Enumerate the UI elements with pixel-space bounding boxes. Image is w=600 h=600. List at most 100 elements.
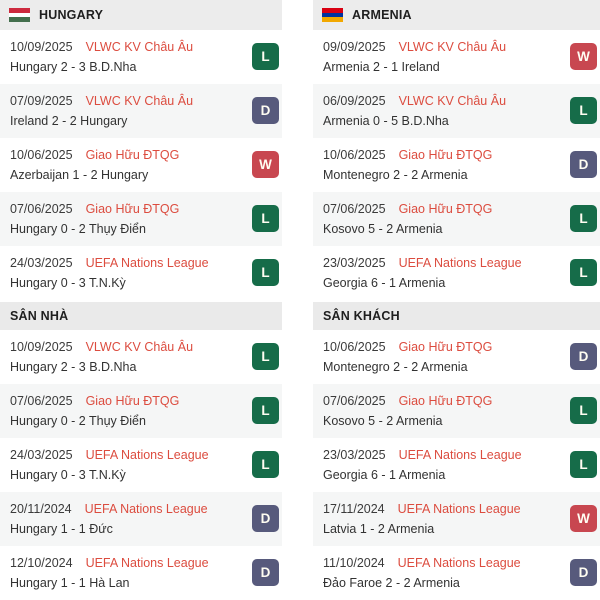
result-badge: L (252, 259, 279, 286)
team-header: HUNGARY (0, 0, 282, 30)
match-date: 12/10/2024 (10, 556, 73, 570)
match-row[interactable]: 10/06/2025 Giao Hữu ĐTQG Montenegro 2 - 2 … (313, 330, 600, 384)
result-badge: W (252, 151, 279, 178)
competition-link[interactable]: VLWC KV Châu Âu (85, 40, 194, 54)
match-row[interactable]: 20/11/2024 UEFA Nations League Hungary 1 -… (0, 492, 282, 546)
result-badge: W (570, 505, 597, 532)
match-date: 06/09/2025 (323, 94, 386, 108)
hungary-flag-icon (9, 8, 30, 23)
match-row[interactable]: 10/06/2025 Giao Hữu ĐTQG Montenegro 2 - 2 … (313, 138, 600, 192)
competition-link[interactable]: VLWC KV Châu Âu (85, 94, 194, 108)
match-meta: 10/06/2025 Giao Hữu ĐTQG (323, 338, 560, 357)
armenia-flag-icon (322, 8, 343, 23)
match-row[interactable]: 07/06/2025 Giao Hữu ĐTQG Kosovo 5 - 2 Arme… (313, 192, 600, 246)
competition-link[interactable]: Giao Hữu ĐTQG (85, 148, 180, 162)
result-badge: D (252, 559, 279, 586)
match-row[interactable]: 07/06/2025 Giao Hữu ĐTQG Kosovo 5 - 2 Arme… (313, 384, 600, 438)
match-date: 07/06/2025 (10, 394, 73, 408)
competition-link[interactable]: VLWC KV Châu Âu (85, 340, 194, 354)
result-badge: L (252, 43, 279, 70)
competition-link[interactable]: UEFA Nations League (85, 448, 209, 462)
competition-link[interactable]: UEFA Nations League (398, 448, 522, 462)
match-score: Hungary 1 - 1 Hà Lan (10, 576, 130, 590)
match-date: 23/03/2025 (323, 448, 386, 462)
match-date: 10/09/2025 (10, 40, 73, 54)
result-badge: L (252, 205, 279, 232)
match-meta: 24/03/2025 UEFA Nations League (10, 446, 242, 465)
match-row[interactable]: 11/10/2024 UEFA Nations League Đảo Faroe 2… (313, 546, 600, 600)
competition-link[interactable]: UEFA Nations League (85, 256, 209, 270)
result-badge: L (252, 343, 279, 370)
team-column-hungary: HUNGARY 10/09/2025 VLWC KV Châu Âu Hungary … (0, 0, 282, 600)
result-badge: L (570, 259, 597, 286)
match-date: 10/09/2025 (10, 340, 73, 354)
match-score: Montenegro 2 - 2 Armenia (323, 168, 468, 182)
match-meta: 10/09/2025 VLWC KV Châu Âu (10, 338, 242, 357)
result-badge: L (570, 397, 597, 424)
team-name: ARMENIA (352, 8, 412, 22)
match-row[interactable]: 10/09/2025 VLWC KV Châu Âu Hungary 2 - 3 B… (0, 30, 282, 84)
competition-link[interactable]: Giao Hữu ĐTQG (398, 148, 493, 162)
match-date: 23/03/2025 (323, 256, 386, 270)
match-meta: 12/10/2024 UEFA Nations League (10, 554, 242, 573)
match-row[interactable]: 07/09/2025 VLWC KV Châu Âu Ireland 2 - 2 H… (0, 84, 282, 138)
match-meta: 24/03/2025 UEFA Nations League (10, 254, 242, 273)
competition-link[interactable]: Giao Hữu ĐTQG (398, 202, 493, 216)
match-row[interactable]: 10/09/2025 VLWC KV Châu Âu Hungary 2 - 3 B… (0, 330, 282, 384)
match-row[interactable]: 24/03/2025 UEFA Nations League Hungary 0 -… (0, 438, 282, 492)
competition-link[interactable]: Giao Hữu ĐTQG (398, 340, 493, 354)
match-row[interactable]: 24/03/2025 UEFA Nations League Hungary 0 -… (0, 246, 282, 300)
match-meta: 10/06/2025 Giao Hữu ĐTQG (10, 146, 242, 165)
match-meta: 11/10/2024 UEFA Nations League (323, 554, 560, 573)
match-row[interactable]: 10/06/2025 Giao Hữu ĐTQG Azerbaijan 1 - 2 … (0, 138, 282, 192)
match-date: 17/11/2024 (323, 502, 385, 516)
competition-link[interactable]: UEFA Nations League (84, 502, 208, 516)
match-score: Armenia 0 - 5 B.D.Nha (323, 114, 449, 128)
match-date: 09/09/2025 (323, 40, 386, 54)
result-badge: D (252, 505, 279, 532)
match-meta: 17/11/2024 UEFA Nations League (323, 500, 560, 519)
flag-stripe (9, 12, 30, 18)
match-row[interactable]: 23/03/2025 UEFA Nations League Georgia 6 -… (313, 438, 600, 492)
match-row[interactable]: 17/11/2024 UEFA Nations League Latvia 1 - … (313, 492, 600, 546)
competition-link[interactable]: UEFA Nations League (397, 502, 521, 516)
competition-link[interactable]: Giao Hữu ĐTQG (85, 394, 180, 408)
result-badge: D (570, 151, 597, 178)
match-row[interactable]: 07/06/2025 Giao Hữu ĐTQG Hungary 0 - 2 Thụ… (0, 384, 282, 438)
match-meta: 06/09/2025 VLWC KV Châu Âu (323, 92, 560, 111)
match-date: 07/06/2025 (10, 202, 73, 216)
match-score: Montenegro 2 - 2 Armenia (323, 360, 468, 374)
section-title: SÂN KHÁCH (323, 309, 400, 323)
match-score: Latvia 1 - 2 Armenia (323, 522, 435, 536)
competition-link[interactable]: UEFA Nations League (398, 256, 522, 270)
match-score: Kosovo 5 - 2 Armenia (323, 414, 443, 428)
match-score: Hungary 2 - 3 B.D.Nha (10, 60, 137, 74)
competition-link[interactable]: Giao Hữu ĐTQG (398, 394, 493, 408)
competition-link[interactable]: VLWC KV Châu Âu (398, 94, 507, 108)
result-badge: L (570, 205, 597, 232)
match-date: 10/06/2025 (10, 148, 73, 162)
team-header: ARMENIA (313, 0, 600, 30)
competition-link[interactable]: Giao Hữu ĐTQG (85, 202, 180, 216)
match-score: Hungary 0 - 2 Thụy Điển (10, 414, 146, 428)
match-meta: 23/03/2025 UEFA Nations League (323, 446, 560, 465)
result-badge: L (252, 451, 279, 478)
competition-link[interactable]: VLWC KV Châu Âu (398, 40, 507, 54)
competition-link[interactable]: UEFA Nations League (397, 556, 521, 570)
match-score: Georgia 6 - 1 Armenia (323, 468, 446, 482)
match-row[interactable]: 07/06/2025 Giao Hữu ĐTQG Hungary 0 - 2 Thụ… (0, 192, 282, 246)
match-row[interactable]: 23/03/2025 UEFA Nations League Georgia 6 -… (313, 246, 600, 300)
match-meta: 10/06/2025 Giao Hữu ĐTQG (323, 146, 560, 165)
match-row[interactable]: 12/10/2024 UEFA Nations League Hungary 1 -… (0, 546, 282, 600)
match-meta: 10/09/2025 VLWC KV Châu Âu (10, 38, 242, 57)
match-row[interactable]: 09/09/2025 VLWC KV Châu Âu Armenia 2 - 1 I… (313, 30, 600, 84)
team-column-armenia: ARMENIA 09/09/2025 VLWC KV Châu Âu Armenia … (313, 0, 600, 600)
match-date: 07/09/2025 (10, 94, 73, 108)
match-date: 24/03/2025 (10, 256, 73, 270)
section-header: SÂN NHÀ (0, 302, 282, 330)
match-row[interactable]: 06/09/2025 VLWC KV Châu Âu Armenia 0 - 5 B… (313, 84, 600, 138)
competition-link[interactable]: UEFA Nations League (85, 556, 209, 570)
flag-stripe (322, 17, 343, 23)
match-date: 07/06/2025 (323, 202, 386, 216)
result-badge: D (570, 343, 597, 370)
